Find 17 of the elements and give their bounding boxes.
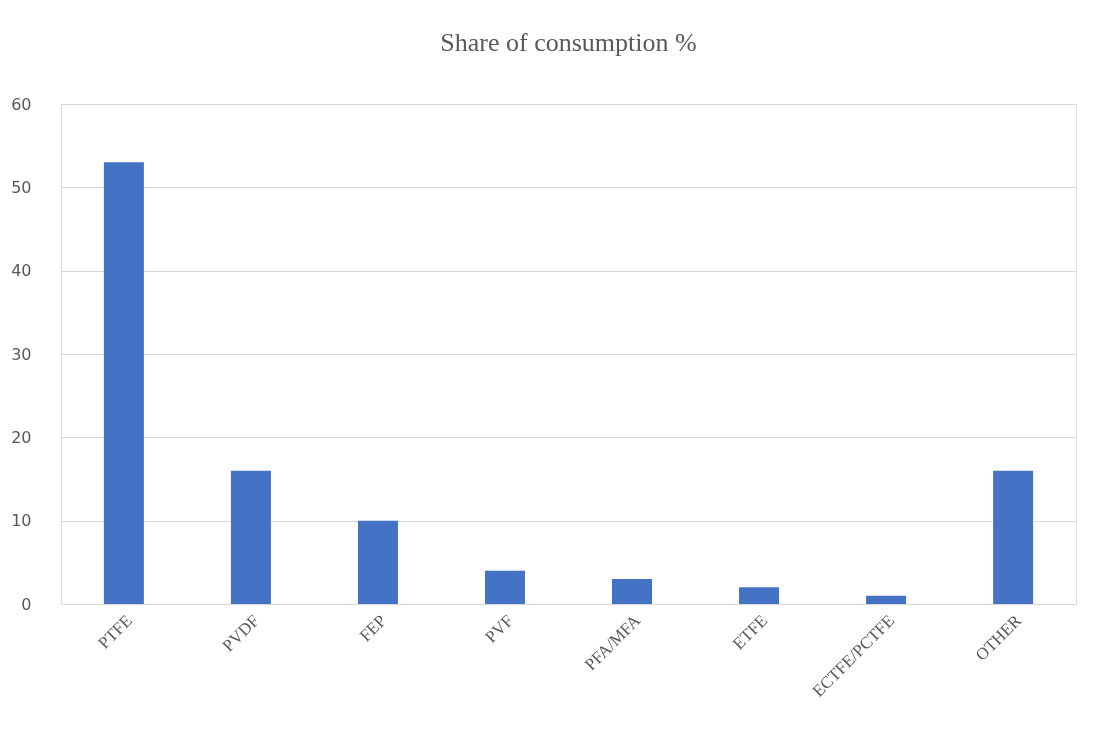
bar: [866, 595, 907, 604]
y-tick-label: 0: [21, 594, 32, 614]
y-tick-label: 30: [11, 344, 32, 364]
bar: [103, 162, 144, 604]
bar: [612, 579, 653, 604]
bar: [357, 520, 398, 604]
y-tick-label: 10: [11, 511, 32, 531]
y-tick-label: 20: [11, 427, 32, 447]
bar: [993, 470, 1034, 604]
bar: [230, 470, 271, 604]
x-tick-label: FEP: [355, 611, 390, 646]
y-tick-label: 60: [11, 94, 32, 114]
bar: [484, 570, 525, 604]
y-tick-label: 40: [11, 261, 32, 281]
bar: [739, 587, 780, 604]
y-tick-label: 50: [11, 177, 32, 197]
chart-title: Share of consumption %: [440, 28, 697, 57]
